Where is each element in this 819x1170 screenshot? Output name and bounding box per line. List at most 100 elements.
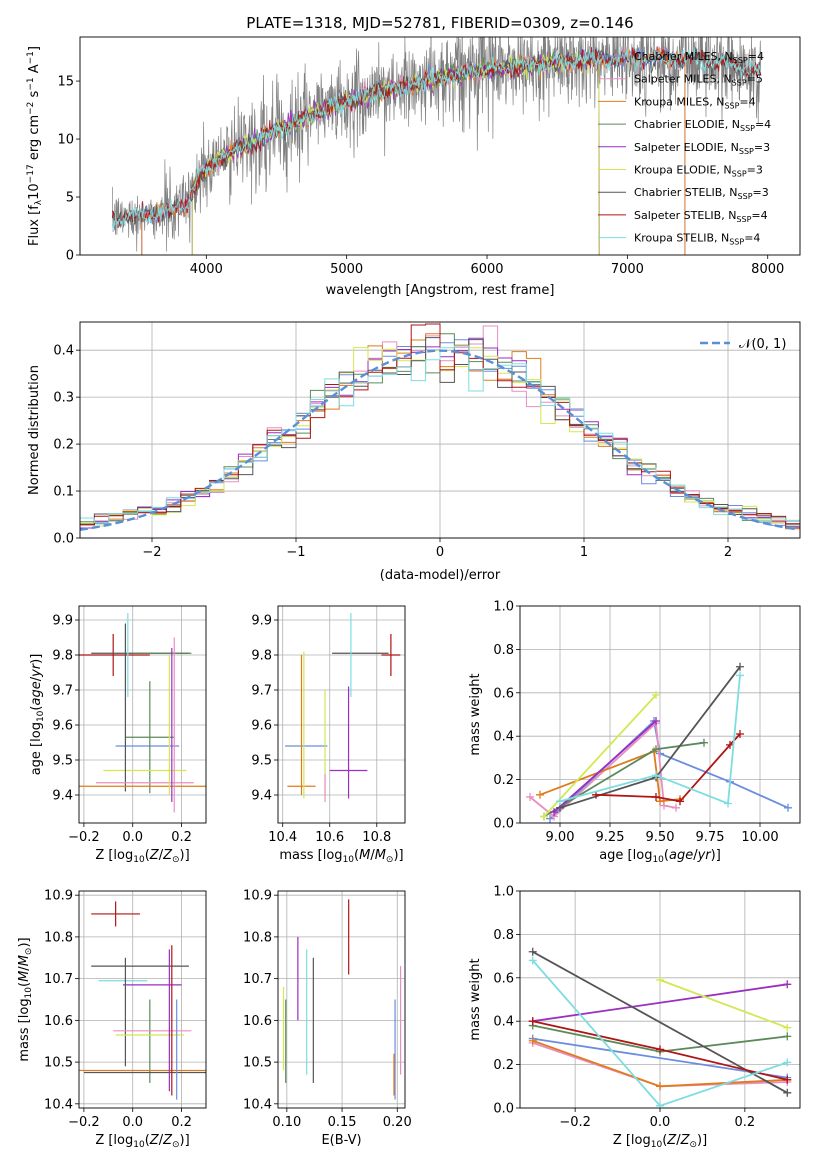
series-chabrier-stelib-marker — [783, 1088, 792, 1097]
y-tick-label: 9.7 — [52, 684, 73, 699]
series-kroupa-miles-marker — [528, 1036, 537, 1045]
series-chabrier-elodie-marker — [652, 745, 660, 754]
y-tick-label: 0.8 — [493, 928, 514, 943]
y-tick-label: 15 — [57, 75, 74, 90]
x-tick-label: 0.2 — [171, 1115, 192, 1130]
histogram-kroupa-stelib-step — [80, 345, 800, 532]
x-tick-label: 7000 — [611, 262, 644, 277]
series-kroupa-miles-marker — [536, 790, 544, 799]
x-tick-label: −0.2 — [68, 1115, 100, 1130]
series-kroupa-stelib-marker — [528, 956, 537, 965]
x-axis-label: Z [log10(Z/Z⊙)] — [613, 1133, 707, 1150]
series-chabrier-elodie-marker — [783, 1032, 792, 1041]
series-kroupa-stelib-marker — [652, 771, 660, 780]
y-tick-label: 0.8 — [493, 643, 514, 658]
y-tick-label: 10 — [57, 133, 74, 148]
series-kroupa-miles-marker — [656, 1082, 664, 1091]
y-tick-label: 0.0 — [493, 817, 514, 832]
legend-label-chabrier-miles: Chabrier MILES, NSSP=4 — [634, 50, 764, 65]
plot-area — [111, 37, 762, 255]
y-tick-label: 9.5 — [52, 754, 73, 769]
legend-label-kroupa-stelib: Kroupa STELIB, NSSP=4 — [634, 232, 760, 247]
y-axis-label: Normed distribution — [27, 365, 42, 495]
series-kroupa-elodie-line — [543, 694, 657, 818]
y-tick-label: 10.7 — [44, 972, 73, 987]
axes-frame — [519, 890, 801, 1109]
series-kroupa-stelib-marker — [724, 799, 732, 808]
plot-area — [285, 613, 401, 802]
series-salpeter-elodie-marker — [783, 980, 792, 989]
series-salpeter-stelib-marker — [528, 1017, 537, 1026]
y-tick-label: 10.8 — [243, 930, 272, 945]
axes-frame — [79, 36, 801, 256]
y-tick-label: 0.6 — [493, 971, 514, 986]
weight-vs-age-panel: 9.00 9.25 9.50 9.75 10.00 0.0 0.2 0.4 0.6 0.8 1.0 a… — [468, 600, 801, 865]
plot-area — [79, 901, 206, 1100]
y-tick-label: 0.0 — [53, 532, 74, 547]
x-axis-label: (data-model)/error — [380, 568, 501, 583]
residual-histogram-panel: −2 −1 0 1 2 0.0 0.1 0.2 0.3 0.4 𝒩(0, 1) (data-model… — [27, 321, 801, 583]
x-tick-label: 4000 — [190, 262, 223, 277]
y-tick-label: 9.4 — [251, 789, 272, 804]
y-tick-label: 9.4 — [52, 789, 73, 804]
x-axis-label: Z [log10(Z/Z⊙)] — [95, 848, 189, 865]
series-chabrier-stelib-marker — [736, 662, 744, 671]
series-salpeter-miles-marker — [526, 792, 534, 801]
spectrum-panel: 4000 5000 6000 7000 8000 0 5 10 15 wavelength [An… — [26, 36, 801, 298]
mass-vs-metallicity-panel: −0.2 0.0 0.2 10.4 10.5 10.6 10.7 10.8 10.9 Z [log… — [17, 889, 207, 1150]
series-chabrier-miles-marker — [784, 803, 792, 812]
series-salpeter-stelib-marker — [736, 730, 744, 739]
series-salpeter-elodie-marker — [652, 717, 660, 726]
x-axis-label: Z [log10(Z/Z⊙)] — [95, 1133, 189, 1150]
y-tick-label: 9.6 — [52, 719, 73, 734]
series-kroupa-miles-marker — [656, 797, 664, 806]
series-kroupa-elodie-marker — [540, 812, 548, 821]
series-salpeter-miles-marker — [660, 801, 668, 810]
x-axis-label: E(B-V) — [321, 1133, 361, 1148]
x-tick-label: 10.6 — [315, 830, 344, 845]
y-tick-label: 1.0 — [493, 600, 514, 615]
x-tick-label: 10.8 — [362, 830, 391, 845]
y-tick-label: 0.2 — [493, 773, 514, 788]
plot-area — [528, 947, 792, 1108]
x-tick-label: 2 — [724, 545, 732, 560]
weight-vs-metallicity-panel: −0.2 0.0 0.2 0.0 0.2 0.4 0.6 0.8 1.0 Z [log10(Z/Z… — [468, 885, 801, 1150]
plot-area — [79, 613, 206, 813]
x-tick-label: −0.2 — [559, 1115, 591, 1130]
legend-label-salpeter-miles: Salpeter MILES, NSSP=5 — [634, 73, 763, 88]
y-axis-label: mass weight — [468, 673, 483, 755]
x-tick-label: 9.00 — [546, 830, 575, 845]
series-chabrier-elodie-marker — [700, 738, 708, 747]
series-salpeter-elodie-line — [532, 983, 788, 1023]
series-salpeter-miles-marker — [672, 803, 680, 812]
y-tick-label: 9.8 — [52, 649, 73, 664]
y-axis-label: Flux [fλ10−17 erg cm−2 s−1 A−1] — [26, 46, 44, 246]
series-chabrier-miles-line — [549, 719, 789, 820]
y-tick-label: 0.4 — [493, 1015, 514, 1030]
axes-frame — [277, 890, 406, 1109]
x-tick-label: 0.2 — [735, 1115, 756, 1130]
x-tick-label: 0.0 — [650, 1115, 671, 1130]
y-tick-label: 10.5 — [243, 1056, 272, 1071]
y-tick-label: 9.9 — [52, 614, 73, 629]
axes-frame — [78, 605, 207, 824]
x-tick-label: 9.75 — [696, 830, 725, 845]
series-kroupa-stelib-marker — [783, 1058, 792, 1067]
series-kroupa-elodie-line — [659, 979, 788, 1029]
y-tick-label: 9.5 — [251, 754, 272, 769]
y-tick-label: 0 — [66, 249, 74, 264]
x-tick-label: −0.2 — [68, 830, 100, 845]
x-tick-label: 5000 — [330, 262, 363, 277]
x-tick-label: 10.4 — [268, 830, 297, 845]
y-tick-label: 10.4 — [243, 1097, 272, 1112]
y-tick-label: 0.4 — [53, 344, 74, 359]
model-spectrum-kroupa-stelib-line — [111, 46, 762, 230]
series-salpeter-stelib-marker — [656, 1045, 664, 1054]
legend-label-chabrier-stelib: Chabrier STELIB, NSSP=3 — [634, 186, 769, 201]
x-tick-label: 0.2 — [171, 830, 192, 845]
y-tick-label: 10.7 — [243, 972, 272, 987]
axes-frame — [78, 890, 207, 1109]
series-kroupa-stelib-marker — [736, 671, 744, 680]
y-tick-label: 10.8 — [44, 930, 73, 945]
